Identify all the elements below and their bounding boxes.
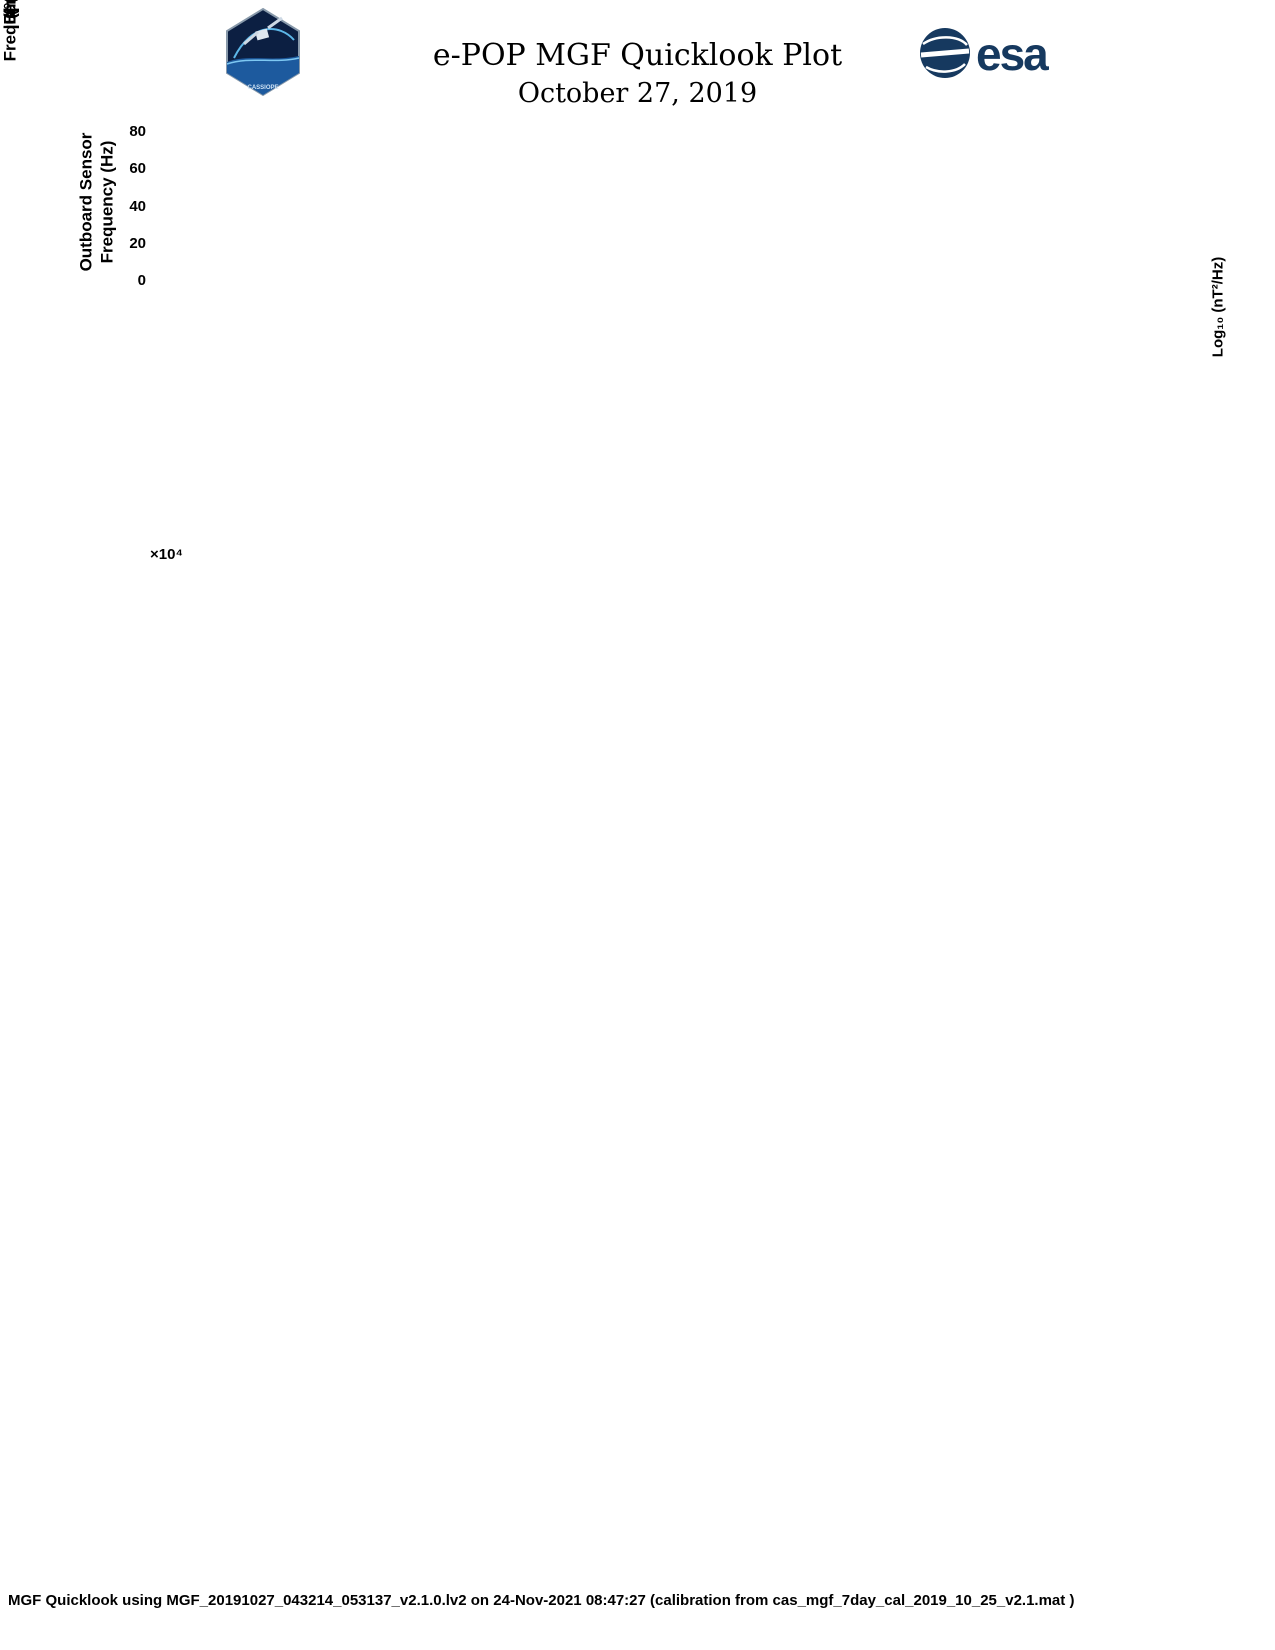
colorbar-label: Log₁₀ (nT²/Hz) bbox=[1209, 256, 1227, 358]
esa-logo: esa bbox=[920, 28, 1051, 80]
y-tick-label: 0 bbox=[137, 272, 146, 289]
page-date: October 27, 2019 bbox=[517, 78, 758, 109]
esa-globe-arc-top bbox=[922, 36, 968, 46]
esa-globe-arc-bottom bbox=[925, 63, 966, 73]
y-axis-multiplier: ×10⁴ bbox=[150, 546, 183, 563]
y-tick-label: 80 bbox=[129, 123, 146, 141]
esa-globe-bar bbox=[920, 48, 970, 58]
footer-note: MGF Quicklook using MGF_20191027_043214_… bbox=[8, 1592, 1075, 1609]
colorbar-canvas bbox=[0, 0, 300, 150]
y-tick-label: 40 bbox=[129, 197, 146, 215]
page-title: e-POP MGF Quicklook Plot bbox=[432, 38, 843, 73]
y-tick-label: 20 bbox=[129, 234, 146, 252]
outboard-spectrogram-canvas bbox=[155, 123, 1100, 281]
esa-logo-text: esa bbox=[976, 28, 1049, 80]
y-tick-label: 60 bbox=[129, 160, 146, 178]
